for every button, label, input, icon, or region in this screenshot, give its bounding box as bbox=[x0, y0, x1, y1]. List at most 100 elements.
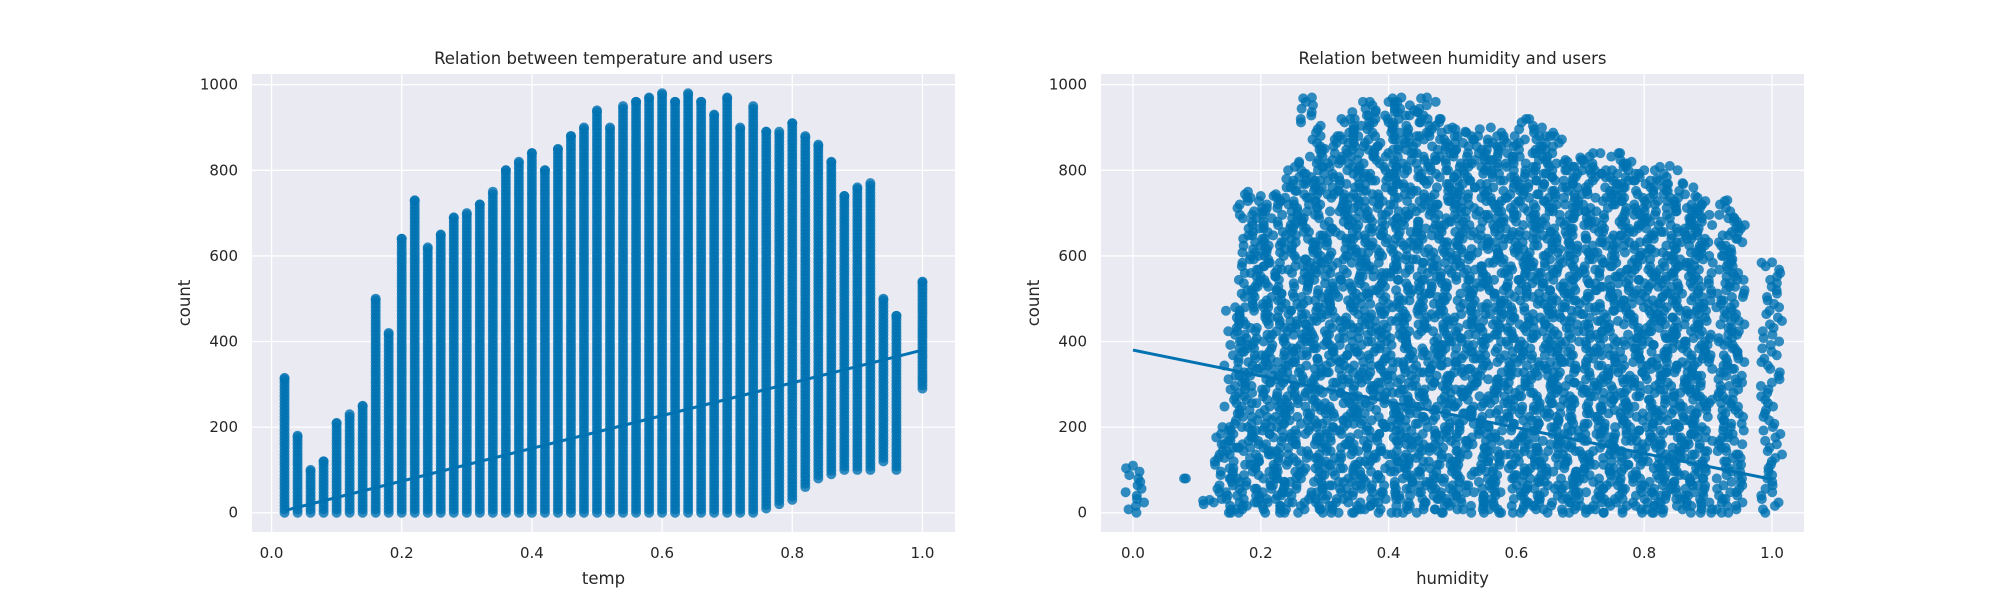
scatter-point bbox=[461, 208, 472, 219]
scatter-column bbox=[370, 293, 381, 518]
scatter-point bbox=[1127, 460, 1138, 471]
scatter-point bbox=[1239, 470, 1250, 481]
scatter-point bbox=[865, 178, 876, 189]
scatter-column bbox=[644, 92, 655, 518]
scatter-point bbox=[670, 96, 681, 107]
scatter-point bbox=[852, 182, 863, 193]
scatter-point bbox=[1257, 298, 1268, 309]
scatter-column bbox=[435, 229, 446, 518]
x-tick-label: 1.0 bbox=[911, 544, 935, 562]
scatter-column bbox=[670, 96, 681, 518]
scatter-point bbox=[487, 186, 498, 197]
scatter-column bbox=[865, 178, 876, 475]
scatter-point bbox=[318, 456, 329, 467]
scatter-column bbox=[657, 88, 668, 518]
scatter-point bbox=[1280, 192, 1291, 203]
x-tick-label: 0.4 bbox=[520, 544, 544, 562]
scatter-point bbox=[1261, 494, 1272, 505]
y-tick-label: 800 bbox=[209, 161, 238, 179]
y-tick-label: 0 bbox=[228, 504, 238, 522]
y-tick-label: 600 bbox=[209, 247, 238, 265]
scatter-point bbox=[1286, 343, 1297, 354]
scatter-column bbox=[500, 165, 511, 518]
scatter-point bbox=[591, 105, 602, 116]
scatter-column bbox=[552, 143, 563, 518]
scatter-point bbox=[839, 190, 850, 201]
scatter-point bbox=[292, 430, 303, 441]
scatter-point bbox=[1251, 483, 1262, 494]
scatter-column bbox=[774, 126, 785, 510]
scatter-point bbox=[761, 126, 772, 137]
scatter-point bbox=[813, 139, 824, 150]
scatter-point bbox=[891, 310, 902, 321]
scatter-point bbox=[917, 276, 928, 287]
scatter-column bbox=[605, 122, 616, 518]
scatter-point bbox=[1270, 189, 1281, 200]
scatter-column bbox=[761, 126, 772, 514]
scatter-point bbox=[605, 122, 616, 133]
scatter-point bbox=[1272, 312, 1283, 323]
scatter-point bbox=[1253, 452, 1264, 463]
scatter-column bbox=[461, 208, 472, 518]
y-tick-label: 1000 bbox=[200, 76, 238, 94]
y-axis-label: count bbox=[175, 279, 194, 326]
scatter-point bbox=[800, 131, 811, 142]
scatter-point bbox=[709, 109, 720, 120]
scatter-point bbox=[735, 122, 746, 133]
scatter-point bbox=[448, 212, 459, 223]
scatter-column bbox=[839, 190, 850, 475]
scatter-point bbox=[1258, 336, 1269, 347]
scatter-point bbox=[422, 242, 433, 253]
scatter-point bbox=[1225, 339, 1236, 350]
scatter-point bbox=[1231, 326, 1242, 337]
scatter-point bbox=[618, 101, 629, 112]
scatter-point bbox=[305, 464, 316, 475]
scatter-column bbox=[565, 131, 576, 518]
scatter-column bbox=[513, 156, 524, 518]
scatter-point bbox=[383, 327, 394, 338]
scatter-point bbox=[1249, 305, 1260, 316]
scatter-point bbox=[370, 293, 381, 304]
scatter-point bbox=[331, 417, 342, 428]
scatter-column bbox=[487, 186, 498, 518]
scatter-column bbox=[800, 131, 811, 493]
scatter-point bbox=[826, 156, 837, 167]
scatter-column bbox=[683, 88, 694, 518]
scatter-point bbox=[396, 233, 407, 244]
scatter-point bbox=[1219, 401, 1230, 412]
scatter-point bbox=[631, 96, 642, 107]
scatter-column bbox=[696, 96, 707, 518]
scatter-point bbox=[1234, 305, 1245, 316]
scatter-point bbox=[539, 165, 550, 176]
scatter-point bbox=[279, 372, 290, 383]
scatter-point bbox=[787, 118, 798, 129]
scatter-column bbox=[474, 199, 485, 518]
scatter-point bbox=[526, 148, 537, 159]
scatter-point bbox=[435, 229, 446, 240]
scatter-column bbox=[396, 233, 407, 518]
scatter-column bbox=[383, 327, 394, 518]
chart-title: Relation between temperature and users bbox=[434, 49, 773, 68]
scatter-point bbox=[552, 143, 563, 154]
scatter-point bbox=[1268, 230, 1279, 241]
scatter-column bbox=[917, 276, 928, 394]
scatter-column bbox=[1179, 473, 1191, 484]
scatter-point bbox=[1289, 281, 1300, 292]
scatter-column bbox=[631, 96, 642, 518]
scatter-points bbox=[279, 88, 928, 518]
scatter-column bbox=[748, 101, 759, 518]
x-tick-label: 0.2 bbox=[390, 544, 414, 562]
scatter-point bbox=[1245, 192, 1256, 203]
scatter-point bbox=[1292, 411, 1303, 422]
x-tick-label: 0.0 bbox=[260, 544, 284, 562]
scatter-column bbox=[709, 109, 720, 518]
scatter-column bbox=[422, 242, 433, 518]
scatter-point bbox=[644, 92, 655, 103]
scatter-point bbox=[474, 199, 485, 210]
scatter-column bbox=[331, 417, 342, 518]
scatter-point bbox=[1255, 190, 1266, 201]
scatter-point bbox=[1251, 322, 1262, 333]
scatter-point bbox=[722, 92, 733, 103]
